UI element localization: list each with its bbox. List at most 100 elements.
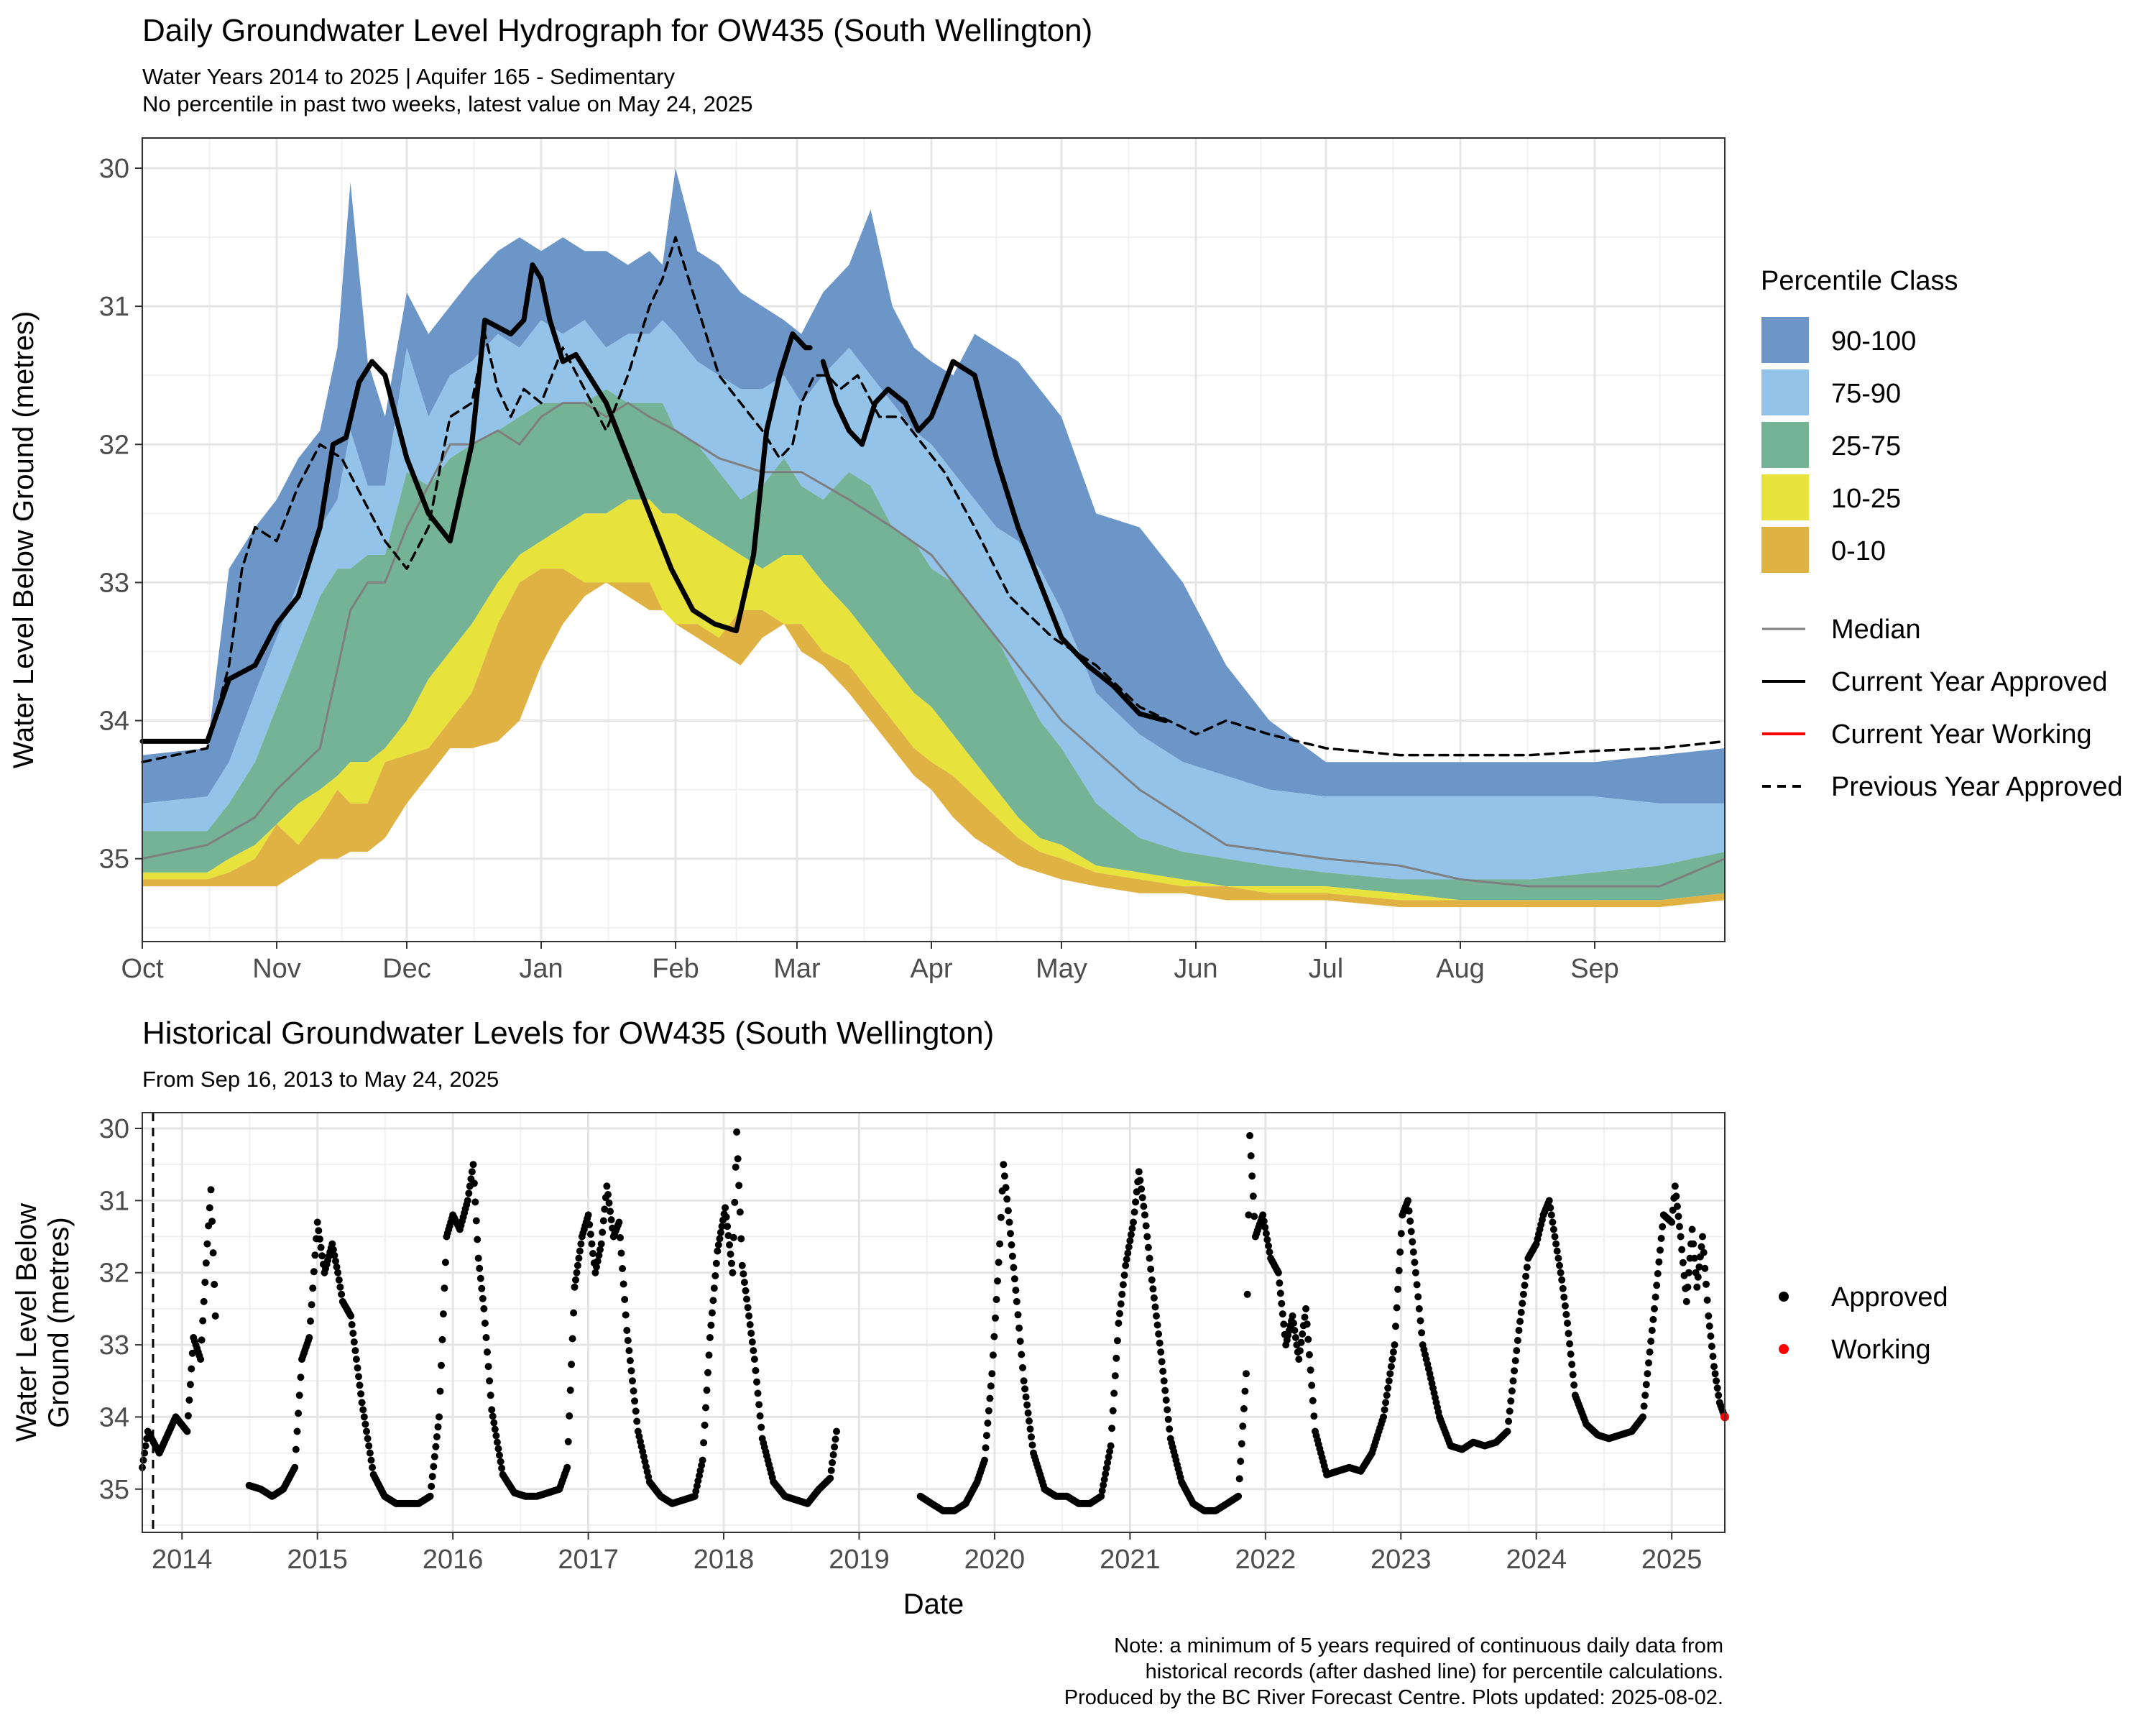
approved-point — [1008, 1241, 1015, 1248]
approved-point — [493, 1438, 501, 1446]
approved-point — [714, 1241, 722, 1248]
approved-point — [206, 1204, 213, 1212]
approved-point — [366, 1449, 374, 1457]
approved-point — [588, 1240, 596, 1248]
approved-point — [584, 1211, 592, 1219]
approved-point — [188, 1349, 196, 1357]
approved-point — [352, 1356, 360, 1363]
approved-point — [1015, 1324, 1023, 1332]
approved-point — [1386, 1370, 1394, 1378]
approved-point — [1395, 1266, 1403, 1274]
approved-point — [318, 1252, 326, 1260]
approved-point — [1297, 1338, 1305, 1346]
approved-point — [619, 1265, 627, 1272]
approved-point — [1130, 1208, 1138, 1216]
approved-point — [1126, 1237, 1134, 1245]
approved-point — [185, 1397, 193, 1404]
top-percentile-bands — [142, 168, 1725, 907]
approved-point — [728, 1259, 735, 1267]
bottom-y-axis-label-line-1: Water Level Below — [11, 1203, 42, 1442]
approved-point — [568, 1361, 576, 1368]
approved-point — [472, 1217, 480, 1225]
approved-point — [982, 1432, 990, 1440]
approved-point — [736, 1208, 744, 1216]
approved-point — [211, 1312, 219, 1320]
approved-point — [704, 1368, 711, 1376]
approved-point — [328, 1240, 336, 1248]
approved-point — [1276, 1279, 1284, 1287]
approved-point — [591, 1269, 599, 1276]
approved-point — [1514, 1337, 1521, 1344]
approved-point — [1651, 1293, 1659, 1301]
approved-point — [209, 1249, 217, 1257]
legend-line-label: Current Year Approved — [1831, 667, 2108, 697]
top-plot-area: 30 31 32 33 34 35 Oct Nov Dec Jan Feb Mar Apr May Jun… — [99, 137, 1726, 984]
approved-point — [1140, 1202, 1148, 1210]
approved-point — [1391, 1341, 1399, 1349]
approved-point — [1144, 1243, 1152, 1251]
approved-point — [1397, 1230, 1405, 1238]
approved-point — [1521, 1282, 1529, 1289]
approved-point — [607, 1216, 615, 1224]
approved-point — [1155, 1330, 1163, 1338]
approved-point — [1570, 1381, 1578, 1389]
approved-point — [1380, 1413, 1387, 1421]
approved-point — [1240, 1405, 1248, 1412]
approved-point — [729, 1233, 737, 1241]
approved-point — [1713, 1384, 1721, 1392]
approved-point — [358, 1399, 366, 1407]
approved-point — [1392, 1322, 1399, 1330]
approved-point — [1279, 1310, 1286, 1318]
approved-point — [1710, 1363, 1718, 1371]
legend-line-label: Previous Year Approved — [1831, 772, 2123, 802]
legend-point-label: Approved — [1831, 1282, 1948, 1312]
legend-swatch-10-25 — [1760, 473, 1810, 522]
top-x-ticks: Oct Nov Dec Jan Feb Mar Apr May Jun Jul Aug Sep — [121, 942, 1619, 984]
legend-label-25-75: 25-75 — [1831, 431, 1901, 461]
approved-point — [605, 1199, 613, 1207]
top-plot-border — [142, 137, 1726, 942]
approved-point — [997, 1213, 1005, 1221]
approved-point — [1694, 1273, 1702, 1281]
approved-point — [633, 1417, 641, 1425]
bottom-y-tick-label: 34 — [99, 1402, 129, 1432]
approved-point — [347, 1312, 355, 1320]
approved-point — [1522, 1272, 1530, 1280]
approved-point — [1097, 1492, 1105, 1500]
approved-point — [329, 1246, 337, 1254]
top-y-tick-label: 33 — [99, 568, 129, 598]
approved-point — [1239, 1422, 1247, 1430]
note-line-2: historical records (after dashed line) f… — [1146, 1660, 1723, 1683]
approved-point — [1507, 1397, 1515, 1405]
approved-point — [827, 1466, 835, 1474]
approved-point — [1545, 1197, 1553, 1205]
approved-point — [831, 1435, 839, 1443]
approved-point — [1020, 1377, 1028, 1385]
top-x-tick-label: Jan — [519, 954, 563, 984]
approved-point — [1150, 1294, 1158, 1302]
approved-point — [1276, 1289, 1284, 1297]
approved-point — [712, 1259, 720, 1267]
approved-point — [1278, 1300, 1286, 1307]
approved-point — [438, 1361, 445, 1369]
top-x-tick-label: Sep — [1570, 954, 1619, 984]
approved-point — [1166, 1425, 1174, 1433]
approved-point — [732, 1163, 740, 1171]
approved-point — [1506, 1407, 1514, 1415]
approved-point — [1007, 1230, 1014, 1238]
percentile-band-10-25 — [142, 500, 1725, 901]
approved-point — [315, 1227, 323, 1235]
approved-point — [756, 1412, 764, 1420]
approved-point — [722, 1213, 730, 1221]
legend-point-swatch — [1779, 1292, 1789, 1302]
top-chart-subtitle-2: No percentile in past two weeks, latest … — [142, 91, 753, 116]
top-series-lines — [139, 236, 1726, 888]
bottom-x-tick-label: 2023 — [1370, 1545, 1432, 1575]
approved-point — [1245, 1211, 1253, 1219]
approved-point — [1569, 1371, 1577, 1379]
approved-point — [624, 1337, 632, 1344]
line-legend-items: Median Current Year Approved Current Year … — [1762, 615, 2123, 802]
approved-point — [1568, 1361, 1576, 1368]
approved-point — [1248, 1172, 1256, 1180]
approved-point — [1108, 1425, 1116, 1432]
